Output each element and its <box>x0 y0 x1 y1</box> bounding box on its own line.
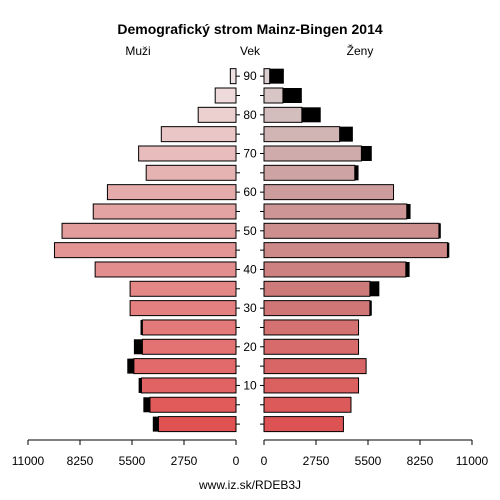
x-tick-label-right-11000: 11000 <box>456 454 489 468</box>
male-bar-90+ <box>229 68 237 85</box>
male-bar-35-39 <box>129 280 237 297</box>
age-tick-label-40: 40 <box>243 262 257 276</box>
x-tick-label-right-2750: 2750 <box>303 454 330 468</box>
male-bars <box>53 68 237 433</box>
age-tick-label-70: 70 <box>243 146 257 160</box>
female-bar-30-34 <box>263 300 371 317</box>
male-bar-15-19 <box>133 358 237 375</box>
x-tick-label-right-8250: 8250 <box>407 454 434 468</box>
male-bar-25-29 <box>141 319 237 336</box>
female-bar-70-74 <box>263 145 362 162</box>
female-excess-bar-30-34 <box>369 300 372 316</box>
female-label: Ženy <box>347 43 374 58</box>
female-excess-bar-65-69 <box>354 165 359 181</box>
male-bar-20-24 <box>141 338 237 355</box>
male-excess-bar-0-4 <box>152 416 159 432</box>
female-excess-bar-70-74 <box>361 145 372 161</box>
male-bar-75-79 <box>160 126 237 143</box>
female-bar-20-24 <box>263 338 360 355</box>
female-excess-bar-80-84 <box>301 107 321 123</box>
female-bar-55-59 <box>263 203 408 220</box>
male-bar-60-64 <box>106 184 237 201</box>
male-bar-5-9 <box>149 396 237 413</box>
female-bar-25-29 <box>263 319 360 336</box>
female-bar-85-89 <box>263 87 284 104</box>
female-bar-40-44 <box>263 261 407 278</box>
age-tick-label-50: 50 <box>243 224 257 238</box>
female-excess-bar-90+ <box>269 68 284 84</box>
female-bar-0-4 <box>263 416 344 433</box>
male-bar-55-59 <box>92 203 237 220</box>
chart-title: Demografický strom Mainz-Bingen 2014 <box>117 21 383 37</box>
x-tick-label-left-0: 0 <box>233 454 240 468</box>
x-tick-label-left-8250: 8250 <box>67 454 94 468</box>
male-excess-bar-5-9 <box>143 397 150 413</box>
x-tick-label-right-0: 0 <box>261 454 268 468</box>
male-bar-85-89 <box>214 87 237 104</box>
female-bar-35-39 <box>263 280 371 297</box>
male-bar-50-54 <box>61 222 237 239</box>
age-tick-label-60: 60 <box>243 185 257 199</box>
male-bar-70-74 <box>138 145 237 162</box>
male-excess-bar-15-19 <box>127 358 134 374</box>
female-bar-5-9 <box>263 396 352 413</box>
female-excess-bar-50-54 <box>438 223 441 239</box>
source-label: www.iz.sk/RDEB3J <box>198 478 301 492</box>
age-tick-label-20: 20 <box>243 340 257 354</box>
female-bar-75-79 <box>263 126 341 143</box>
male-bar-0-4 <box>157 416 237 433</box>
male-bar-40-44 <box>94 261 237 278</box>
female-excess-bar-35-39 <box>369 281 380 297</box>
age-tick-label-10: 10 <box>243 378 257 392</box>
male-excess-bar-10-14 <box>138 377 142 393</box>
female-excess-bar-85-89 <box>282 87 302 103</box>
male-label: Muži <box>125 44 150 58</box>
x-tick-label-left-5500: 5500 <box>119 454 146 468</box>
male-bar-65-69 <box>145 164 237 181</box>
age-tick-label-30: 30 <box>243 301 257 315</box>
x-tick-label-left-11000: 11000 <box>12 454 45 468</box>
male-bar-30-34 <box>129 300 237 317</box>
female-bars <box>263 68 450 433</box>
male-bar-80-84 <box>197 106 237 123</box>
female-bar-10-14 <box>263 377 360 394</box>
female-bar-15-19 <box>263 358 367 375</box>
x-tick-label-left-2750: 2750 <box>171 454 198 468</box>
female-excess-bar-45-49 <box>447 242 450 258</box>
male-bar-45-49 <box>53 242 237 259</box>
age-axis: 10 20 30 40 50 60 70 80 90 <box>236 69 264 425</box>
female-bar-90+ <box>263 68 271 85</box>
age-tick-label-80: 80 <box>243 108 257 122</box>
female-excess-bar-40-44 <box>405 261 410 277</box>
female-bar-80-84 <box>263 106 303 123</box>
female-bar-50-54 <box>263 222 440 239</box>
male-bar-10-14 <box>140 377 237 394</box>
female-bar-45-49 <box>263 242 448 259</box>
female-excess-bar-75-79 <box>339 126 353 142</box>
male-excess-bar-25-29 <box>140 319 143 335</box>
female-bar-60-64 <box>263 184 395 201</box>
x-tick-label-right-5500: 5500 <box>355 454 382 468</box>
age-tick-label-90: 90 <box>243 69 257 83</box>
female-excess-bar-55-59 <box>406 203 411 219</box>
x-axis: 11000 8250 5500 2750 0 0 2750 5500 8250 11000 <box>12 439 489 468</box>
male-excess-bar-20-24 <box>133 339 143 355</box>
age-axis-label: Vek <box>240 44 261 58</box>
female-bar-65-69 <box>263 164 356 181</box>
